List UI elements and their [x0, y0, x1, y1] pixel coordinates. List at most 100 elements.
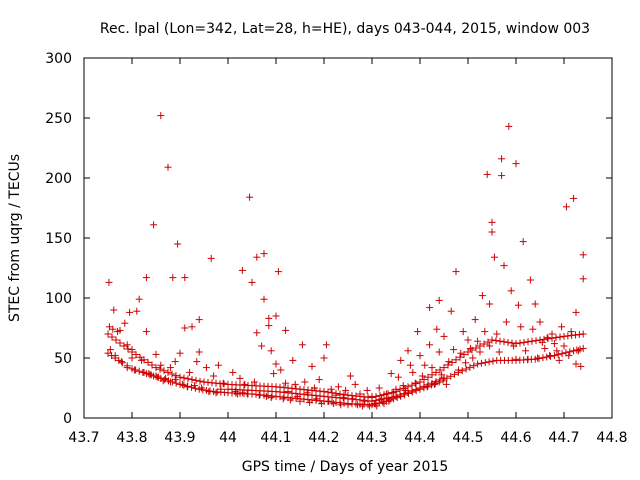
- data-point: [277, 366, 285, 374]
- data-point: [474, 337, 482, 345]
- y-axis: 0 50 100 150 200 250 300: [45, 51, 612, 427]
- data-point: [428, 364, 436, 372]
- data-point: [260, 295, 268, 303]
- data-point: [164, 377, 172, 385]
- data-point: [112, 336, 120, 344]
- data-point: [484, 338, 492, 346]
- data-point: [544, 335, 552, 343]
- data-point: [394, 373, 402, 381]
- data-point: [416, 352, 424, 360]
- data-point: [498, 172, 506, 180]
- data-point: [418, 372, 426, 380]
- data-point: [531, 355, 539, 363]
- data-point: [118, 359, 126, 367]
- data-point: [195, 385, 203, 393]
- data-point: [440, 332, 448, 340]
- data-point: [483, 170, 491, 178]
- data-point: [315, 376, 323, 384]
- data-point: [188, 383, 196, 391]
- data-point: [180, 381, 188, 389]
- data-point: [202, 386, 210, 394]
- data-point: [514, 301, 522, 309]
- data-point: [265, 314, 273, 322]
- data-point: [206, 387, 214, 395]
- data-point: [320, 354, 328, 362]
- data-point: [462, 365, 470, 373]
- data-point: [507, 287, 515, 295]
- data-point: [400, 390, 408, 398]
- data-point: [265, 322, 273, 330]
- data-point: [250, 378, 258, 386]
- data-point: [489, 357, 497, 365]
- data-point: [121, 319, 129, 327]
- data-point: [253, 253, 261, 261]
- data-point: [161, 376, 169, 384]
- data-point: [139, 368, 147, 376]
- data-point: [258, 342, 266, 350]
- data-point: [500, 262, 508, 270]
- data-point: [577, 362, 585, 370]
- data-point: [466, 363, 474, 371]
- data-point: [267, 347, 275, 355]
- data-point: [428, 371, 436, 379]
- data-point: [214, 361, 222, 369]
- data-point: [110, 306, 118, 314]
- data-point: [566, 348, 574, 356]
- data-point: [105, 278, 113, 286]
- y-tick-label: 0: [63, 411, 72, 427]
- data-point: [135, 367, 143, 375]
- data-point: [522, 347, 530, 355]
- data-point: [176, 373, 184, 381]
- data-point: [579, 251, 587, 259]
- data-point: [459, 328, 467, 336]
- data-point: [260, 250, 268, 258]
- y-tick-label: 100: [45, 291, 72, 307]
- data-point: [168, 370, 176, 378]
- data-point: [152, 364, 160, 372]
- data-point: [452, 268, 460, 276]
- y-tick-label: 250: [45, 111, 72, 127]
- data-point: [272, 312, 280, 320]
- data-point: [236, 374, 244, 382]
- data-point: [486, 300, 494, 308]
- data-point: [171, 358, 179, 366]
- data-point: [488, 218, 496, 226]
- data-point: [229, 368, 237, 376]
- data-point: [238, 266, 246, 274]
- data-point: [543, 353, 551, 361]
- data-point: [448, 358, 456, 366]
- data-point: [432, 378, 440, 386]
- data-point: [519, 238, 527, 246]
- data-point: [536, 318, 544, 326]
- data-point: [152, 350, 160, 358]
- data-point: [123, 362, 131, 370]
- x-tick-label: 44.1: [260, 430, 291, 446]
- data-point: [169, 274, 177, 282]
- data-point: [426, 304, 434, 312]
- data-point: [192, 376, 200, 384]
- data-point: [539, 354, 547, 362]
- data-point: [157, 374, 165, 382]
- data-point: [462, 359, 470, 367]
- plot-frame: [83, 57, 613, 419]
- data-point: [128, 348, 136, 356]
- data-point: [516, 339, 524, 347]
- data-point: [202, 364, 210, 372]
- data-point: [109, 325, 117, 333]
- data-point: [481, 328, 489, 336]
- data-point: [452, 356, 460, 364]
- data-point: [142, 328, 150, 336]
- data-point: [384, 394, 392, 402]
- data-point: [529, 325, 537, 333]
- data-point: [111, 354, 119, 362]
- x-axis: 43.7 43.8 43.9 44 44.1 44.2 44.3 44.4 44.5 44.6 44…: [68, 58, 628, 446]
- data-point: [420, 382, 428, 390]
- data-point: [576, 345, 584, 353]
- data-point: [495, 348, 503, 356]
- data-point: [188, 323, 196, 331]
- data-point: [424, 381, 432, 389]
- x-tick-label: 43.9: [164, 430, 195, 446]
- data-point: [184, 382, 192, 390]
- data-point: [108, 333, 116, 341]
- data-point: [520, 338, 528, 346]
